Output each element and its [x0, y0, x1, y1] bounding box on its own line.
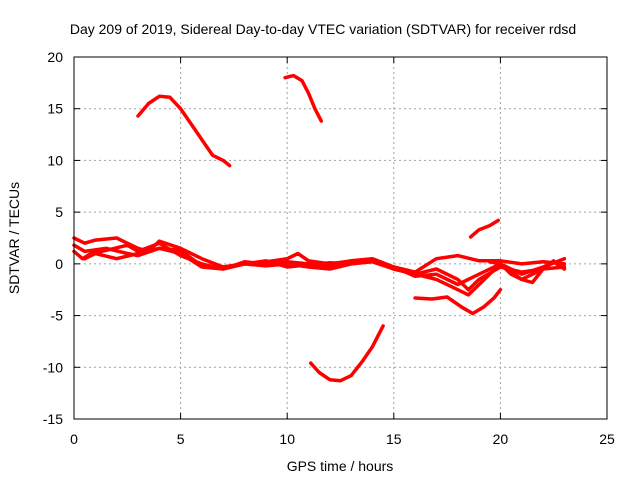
- series-line-arc-evening-low: [413, 287, 503, 316]
- series-line-cluster-d: [82, 246, 556, 297]
- x-tick-label: 10: [279, 431, 295, 447]
- x-tick-label: 0: [70, 431, 78, 447]
- y-tick-labels: -15 -10 -5 0 5 10 15 20: [43, 49, 63, 427]
- series-line-arc-high-morning: [136, 94, 232, 168]
- y-tick-label: -10: [43, 359, 63, 375]
- series-line-cluster-a: [72, 236, 567, 274]
- series-line-arc-low-noon: [308, 324, 385, 383]
- x-tick-label: 25: [599, 431, 615, 447]
- x-tick-label: 5: [177, 431, 185, 447]
- y-tick-label: 0: [55, 256, 63, 272]
- tick-marks: [73, 56, 608, 420]
- y-tick-label: -5: [51, 308, 64, 324]
- series-line-cluster-c: [72, 241, 567, 287]
- x-axis-label: GPS time / hours: [287, 458, 394, 474]
- y-axis-label: SDTVAR / TECUs: [6, 182, 22, 294]
- x-tick-label: 20: [493, 431, 509, 447]
- y-tick-label: 5: [55, 204, 63, 220]
- y-tick-label: 20: [47, 49, 63, 65]
- y-tick-label: 10: [47, 152, 63, 168]
- y-tick-label: 15: [47, 101, 63, 117]
- plot-frame: [73, 56, 608, 420]
- series-line-arc-evening-high: [468, 218, 501, 239]
- chart-title: Day 209 of 2019, Sidereal Day-to-day VTE…: [70, 21, 576, 37]
- x-tick-labels: 0 5 10 15 20 25: [70, 431, 615, 447]
- y-tick-label: -15: [43, 411, 63, 427]
- x-tick-label: 15: [386, 431, 402, 447]
- series-group: [72, 73, 567, 383]
- series-line-cluster-e: [487, 260, 567, 285]
- series-line-arc-high-noon: [283, 73, 324, 123]
